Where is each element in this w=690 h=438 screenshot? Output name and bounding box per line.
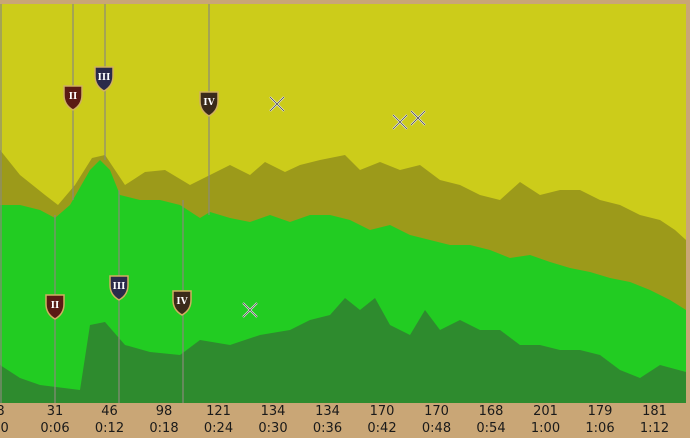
time-label: 1:12 [640, 421, 669, 436]
count-label: 201 [533, 404, 558, 419]
battle-icon [392, 114, 408, 130]
time-label: 0:24 [204, 421, 233, 436]
time-label: 0:18 [149, 421, 178, 436]
count-label: 170 [424, 404, 449, 419]
shield [45, 294, 65, 320]
sword-outline [269, 96, 285, 112]
shield [94, 66, 114, 92]
age-marker: II [63, 85, 83, 111]
labels: 8 00 31 0:06 46 0:12 98 0:18 121 0:24 134 0:30 134 0:… [0, 404, 669, 436]
time-label: 0:48 [422, 421, 451, 436]
shield [172, 290, 192, 316]
shield [63, 85, 83, 111]
age-label: III [113, 282, 126, 292]
count-label: 179 [588, 404, 613, 419]
age-marker: III [94, 66, 114, 92]
age-marker: IV [172, 290, 192, 316]
count-label: 121 [206, 404, 231, 419]
count-label: 98 [156, 404, 173, 419]
sword-outline [242, 302, 258, 318]
label-strip [0, 403, 690, 438]
age-label: II [69, 92, 77, 102]
battle-icon [269, 96, 285, 112]
age-label: II [51, 301, 59, 311]
sword-outline [410, 110, 426, 126]
time-label: 0:12 [95, 421, 124, 436]
time-label: 0:06 [40, 421, 69, 436]
count-label: 31 [47, 404, 64, 419]
area-dark-green [0, 298, 686, 403]
age-label: IV [203, 98, 215, 108]
sword-outline [392, 114, 408, 130]
count-label: 8 [0, 404, 5, 419]
time-label: 0:36 [313, 421, 342, 436]
shield [109, 275, 129, 301]
shield [199, 91, 219, 117]
count-label: 46 [101, 404, 118, 419]
time-label: 0:30 [258, 421, 287, 436]
age-marker: III [109, 275, 129, 301]
time-label: 0:42 [367, 421, 396, 436]
age-marker: II [45, 294, 65, 320]
count-label: 181 [642, 404, 667, 419]
time-label: 0:54 [476, 421, 505, 436]
battle-icon [242, 302, 258, 318]
time-label: 1:06 [585, 421, 614, 436]
age-label: IV [176, 297, 188, 307]
time-label: 00 [0, 421, 9, 436]
time-label: 1:00 [531, 421, 560, 436]
count-label: 134 [261, 404, 286, 419]
age-label: III [98, 73, 111, 83]
count-label: 134 [315, 404, 340, 419]
count-label: 168 [479, 404, 504, 419]
battle-icon [410, 110, 426, 126]
age-marker: IV [199, 91, 219, 117]
count-label: 170 [370, 404, 395, 419]
